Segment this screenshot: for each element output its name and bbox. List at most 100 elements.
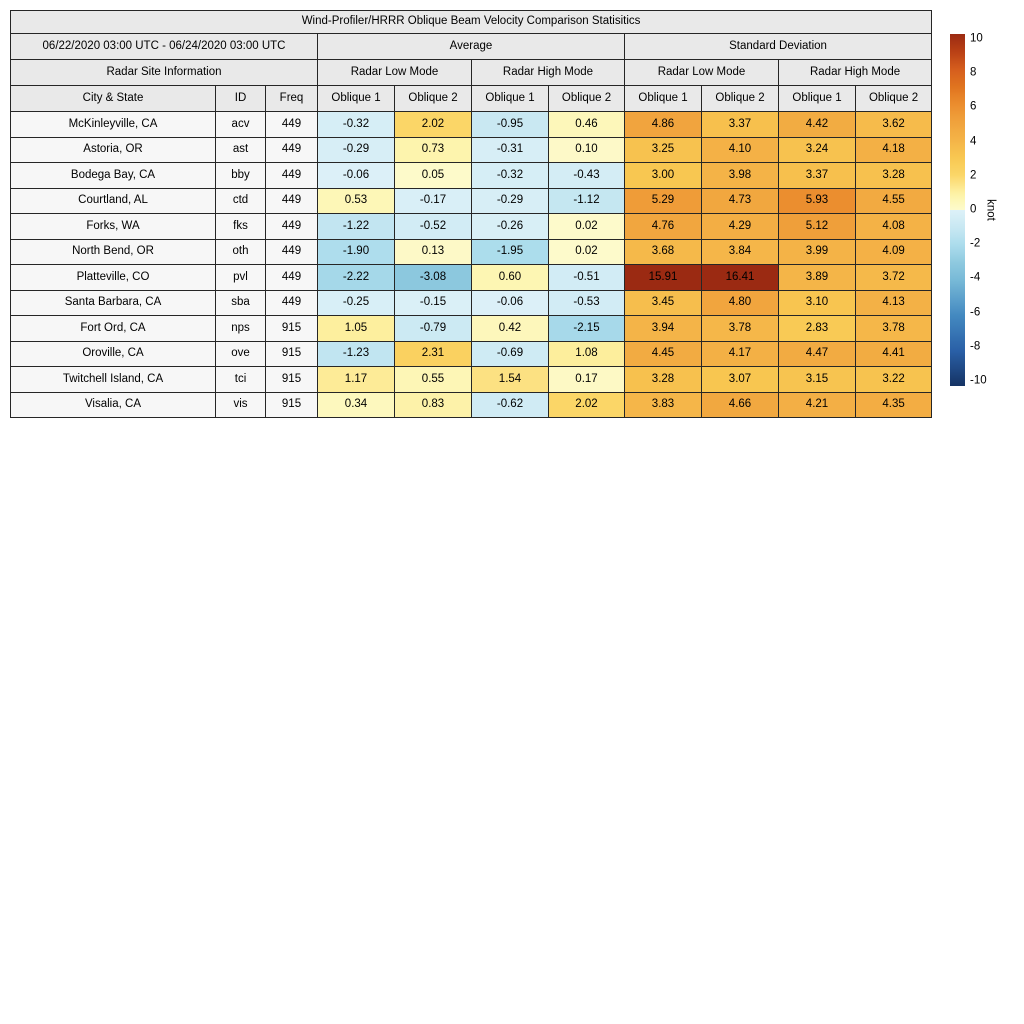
value-cell: 3.72 — [854, 264, 933, 291]
value-cell: 3.28 — [624, 366, 702, 393]
freq-cell: 449 — [265, 238, 318, 265]
freq-cell: 449 — [265, 162, 318, 189]
city-cell: Santa Barbara, CA — [10, 289, 216, 316]
value-cell: -2.22 — [317, 264, 395, 291]
city-cell: North Bend, OR — [10, 238, 216, 265]
value-cell: 3.10 — [778, 289, 856, 316]
site-id-cell: ove — [215, 340, 266, 367]
column-header-oblique: Oblique 2 — [854, 85, 933, 112]
value-cell: -0.17 — [394, 187, 472, 214]
column-header-freq: Freq — [265, 85, 318, 112]
table-row: Astoria, OR ast 449 -0.29 0.73 -0.31 0.10 3.25 4… — [10, 136, 933, 163]
value-cell: 4.80 — [701, 289, 779, 316]
value-cell: 3.89 — [778, 264, 856, 291]
table-row: McKinleyville, CA acv 449 -0.32 2.02 -0.95 0.4… — [10, 111, 933, 138]
value-cell: 3.25 — [624, 136, 702, 163]
value-cell: -3.08 — [394, 264, 472, 291]
value-cell: 4.09 — [854, 238, 933, 265]
value-cell: -0.62 — [471, 391, 549, 418]
freq-cell: 449 — [265, 111, 318, 138]
value-cell: -0.32 — [317, 111, 395, 138]
table-row: North Bend, OR oth 449 -1.90 0.13 -1.95 0.02 3.… — [10, 238, 933, 265]
column-header-oblique: Oblique 1 — [471, 85, 549, 112]
value-cell: -0.51 — [548, 264, 625, 291]
value-cell: -0.15 — [394, 289, 472, 316]
value-cell: -0.31 — [471, 136, 549, 163]
column-header-oblique: Oblique 2 — [548, 85, 625, 112]
value-cell: -0.29 — [471, 187, 549, 214]
column-header-oblique: Oblique 1 — [778, 85, 856, 112]
site-info-header: Radar Site Information — [10, 59, 318, 86]
stats-table: Wind-Profiler/HRRR Oblique Beam Velocity… — [9, 10, 933, 418]
value-cell: -0.52 — [394, 213, 472, 240]
site-id-cell: pvl — [215, 264, 266, 291]
city-cell: Courtland, AL — [10, 187, 216, 214]
colorbar-tick-label: 6 — [970, 100, 977, 113]
value-cell: 0.46 — [548, 111, 625, 138]
value-cell: 2.83 — [778, 315, 856, 342]
value-cell: -0.32 — [471, 162, 549, 189]
site-id-cell: oth — [215, 238, 266, 265]
value-cell: 0.60 — [471, 264, 549, 291]
value-cell: -0.06 — [471, 289, 549, 316]
colorbar-tick-label: 10 — [970, 32, 983, 45]
value-cell: 5.29 — [624, 187, 702, 214]
site-id-cell: ctd — [215, 187, 266, 214]
site-id-cell: tci — [215, 366, 266, 393]
value-cell: 0.02 — [548, 238, 625, 265]
value-cell: -2.15 — [548, 315, 625, 342]
value-cell: 2.02 — [548, 391, 625, 418]
value-cell: 4.29 — [701, 213, 779, 240]
city-cell: Oroville, CA — [10, 340, 216, 367]
value-cell: 4.86 — [624, 111, 702, 138]
value-cell: 3.98 — [701, 162, 779, 189]
value-cell: -1.23 — [317, 340, 395, 367]
city-cell: Fort Ord, CA — [10, 315, 216, 342]
column-header-oblique: Oblique 2 — [394, 85, 472, 112]
colorbar-tick-label: -2 — [970, 237, 981, 250]
value-cell: 0.73 — [394, 136, 472, 163]
value-cell: 3.22 — [854, 366, 933, 393]
value-cell: 1.17 — [317, 366, 395, 393]
std-deviation-group-header: Standard Deviation — [623, 33, 933, 60]
average-group-header: Average — [317, 33, 625, 60]
column-header-oblique: Oblique 1 — [317, 85, 395, 112]
value-cell: 4.21 — [778, 391, 856, 418]
city-cell: Forks, WA — [10, 213, 216, 240]
value-cell: 0.10 — [548, 136, 625, 163]
value-cell: 3.84 — [701, 238, 779, 265]
site-id-cell: fks — [215, 213, 266, 240]
city-cell: Astoria, OR — [10, 136, 216, 163]
table-row: Oroville, CA ove 915 -1.23 2.31 -0.69 1.08 4.45… — [10, 340, 933, 367]
table-row: Courtland, AL ctd 449 0.53 -0.17 -0.29 -1.12 5.… — [10, 187, 933, 214]
value-cell: 4.18 — [854, 136, 933, 163]
value-cell: -0.26 — [471, 213, 549, 240]
freq-cell: 915 — [265, 340, 318, 367]
value-cell: 0.13 — [394, 238, 472, 265]
value-cell: 4.45 — [624, 340, 702, 367]
value-cell: -0.25 — [317, 289, 395, 316]
value-cell: 3.78 — [701, 315, 779, 342]
value-cell: 0.17 — [548, 366, 625, 393]
city-cell: Bodega Bay, CA — [10, 162, 216, 189]
value-cell: 1.54 — [471, 366, 549, 393]
city-cell: Visalia, CA — [10, 391, 216, 418]
colorbar-unit-label: knot — [984, 199, 997, 221]
value-cell: -0.43 — [548, 162, 625, 189]
column-header-oblique: Oblique 2 — [701, 85, 779, 112]
value-cell: 4.10 — [701, 136, 779, 163]
value-cell: -1.90 — [317, 238, 395, 265]
mode-header-avg-low: Radar Low Mode — [317, 59, 472, 86]
value-cell: 3.68 — [624, 238, 702, 265]
mode-header-avg-high: Radar High Mode — [471, 59, 625, 86]
site-id-cell: bby — [215, 162, 266, 189]
table-row: Forks, WA fks 449 -1.22 -0.52 -0.26 0.02 4.76 4.… — [10, 213, 933, 240]
value-cell: 1.08 — [548, 340, 625, 367]
value-cell: 4.47 — [778, 340, 856, 367]
value-cell: 0.34 — [317, 391, 395, 418]
value-cell: 3.00 — [624, 162, 702, 189]
colorbar-tick-label: -8 — [970, 340, 981, 353]
mode-header-std-low: Radar Low Mode — [624, 59, 779, 86]
value-cell: 3.99 — [778, 238, 856, 265]
value-cell: -0.69 — [471, 340, 549, 367]
